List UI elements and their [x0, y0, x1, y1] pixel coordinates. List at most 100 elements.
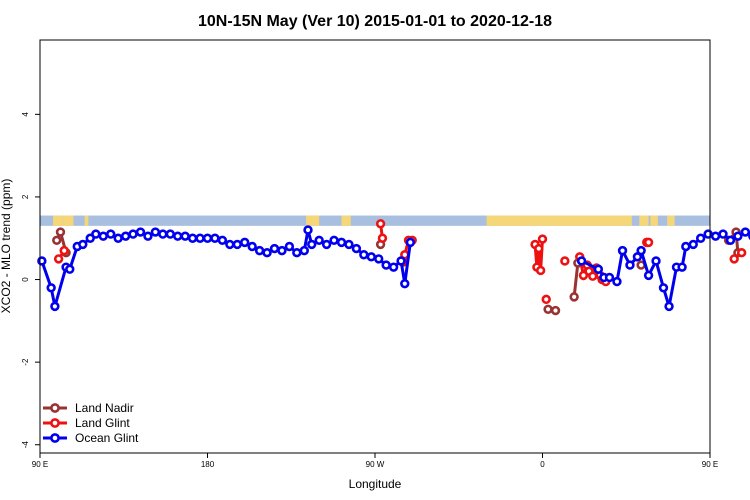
x-tick-label: 90 E	[702, 460, 718, 469]
land-patch	[639, 215, 649, 226]
land-patch	[84, 215, 89, 226]
y-tick-label: 0	[21, 277, 30, 282]
data-point	[173, 231, 183, 241]
land-patch	[62, 215, 74, 226]
data-point	[541, 294, 551, 305]
data-point	[569, 292, 579, 302]
land-patch	[667, 215, 675, 226]
legend-swatch-point	[50, 418, 60, 428]
data-point	[375, 219, 386, 229]
data-point	[247, 241, 257, 252]
x-tick-label: 180	[201, 460, 215, 469]
data-point	[576, 256, 587, 266]
data-point	[543, 304, 553, 314]
data-point	[65, 264, 75, 274]
data-point	[321, 239, 332, 250]
data-point	[588, 271, 598, 281]
data-point	[636, 245, 646, 256]
y-axis-label: XCO2 - MLO trend (ppm)	[0, 179, 13, 314]
land-patch	[53, 215, 63, 226]
data-point	[593, 264, 604, 274]
series-line	[572, 262, 580, 298]
data-point	[729, 254, 739, 264]
data-point	[688, 239, 698, 250]
series-ocean-glint	[37, 225, 750, 312]
data-point	[359, 250, 369, 260]
y-tick-label: 2	[21, 194, 30, 199]
series-layer	[37, 219, 750, 316]
data-point	[158, 229, 168, 239]
data-point	[388, 262, 399, 272]
data-point	[52, 235, 62, 246]
data-point	[269, 243, 280, 254]
legend-item: Ocean Glint	[43, 431, 139, 445]
series-line	[580, 230, 750, 307]
x-axis: 90 E 180 90 W 0 90 E	[32, 453, 718, 469]
data-point	[78, 239, 88, 250]
data-point	[733, 231, 743, 241]
data-point	[344, 239, 354, 250]
x-tick-label: 90 E	[32, 460, 48, 469]
data-point	[658, 283, 669, 293]
data-point	[55, 227, 66, 237]
data-point	[537, 234, 548, 244]
data-point	[550, 305, 561, 316]
data-point	[534, 243, 544, 254]
data-point	[217, 235, 228, 246]
legend-label: Land Nadir	[75, 401, 134, 415]
data-point	[180, 231, 190, 241]
x-axis-label: Longitude	[349, 477, 402, 491]
data-point	[643, 270, 654, 281]
data-point	[681, 241, 691, 252]
data-point	[59, 245, 69, 256]
data-point	[299, 245, 309, 256]
data-point	[292, 247, 302, 258]
data-point	[165, 229, 175, 239]
x-tick-label: 0	[540, 460, 545, 469]
data-point	[232, 239, 242, 250]
data-point	[643, 237, 654, 248]
data-point	[374, 254, 384, 264]
legend-swatch-point	[50, 433, 60, 443]
data-point	[187, 233, 198, 243]
data-point	[98, 231, 108, 241]
data-point	[329, 235, 339, 246]
series-land-nadir	[52, 227, 743, 316]
ocean-band	[40, 215, 710, 226]
data-point	[351, 243, 362, 254]
data-point	[50, 301, 60, 312]
data-point	[664, 301, 674, 312]
data-point	[604, 272, 615, 283]
data-point	[240, 237, 250, 248]
data-point	[307, 239, 317, 250]
legend-item: Land Nadir	[43, 401, 134, 415]
data-point	[277, 245, 287, 256]
plot-frame	[39, 39, 711, 454]
data-point	[535, 265, 546, 276]
data-point	[262, 247, 272, 258]
data-point	[695, 233, 706, 243]
data-point	[710, 231, 721, 241]
data-point	[53, 254, 64, 264]
data-point	[46, 283, 56, 293]
data-point	[725, 235, 736, 246]
data-point	[377, 233, 388, 243]
land-patch	[486, 215, 632, 226]
data-point	[202, 233, 213, 243]
y-tick-label: -2	[21, 358, 30, 366]
legend-label: Land Glint	[75, 416, 130, 430]
data-point	[381, 260, 391, 270]
data-point	[400, 278, 410, 289]
data-point	[617, 245, 628, 256]
land-patch	[306, 215, 320, 226]
data-point	[612, 276, 622, 287]
data-point	[120, 231, 131, 241]
data-point	[736, 247, 747, 258]
data-point	[405, 237, 416, 248]
data-point	[651, 256, 661, 266]
data-point	[106, 229, 116, 239]
legend-swatch-point	[50, 403, 60, 413]
land-patch	[650, 215, 658, 226]
